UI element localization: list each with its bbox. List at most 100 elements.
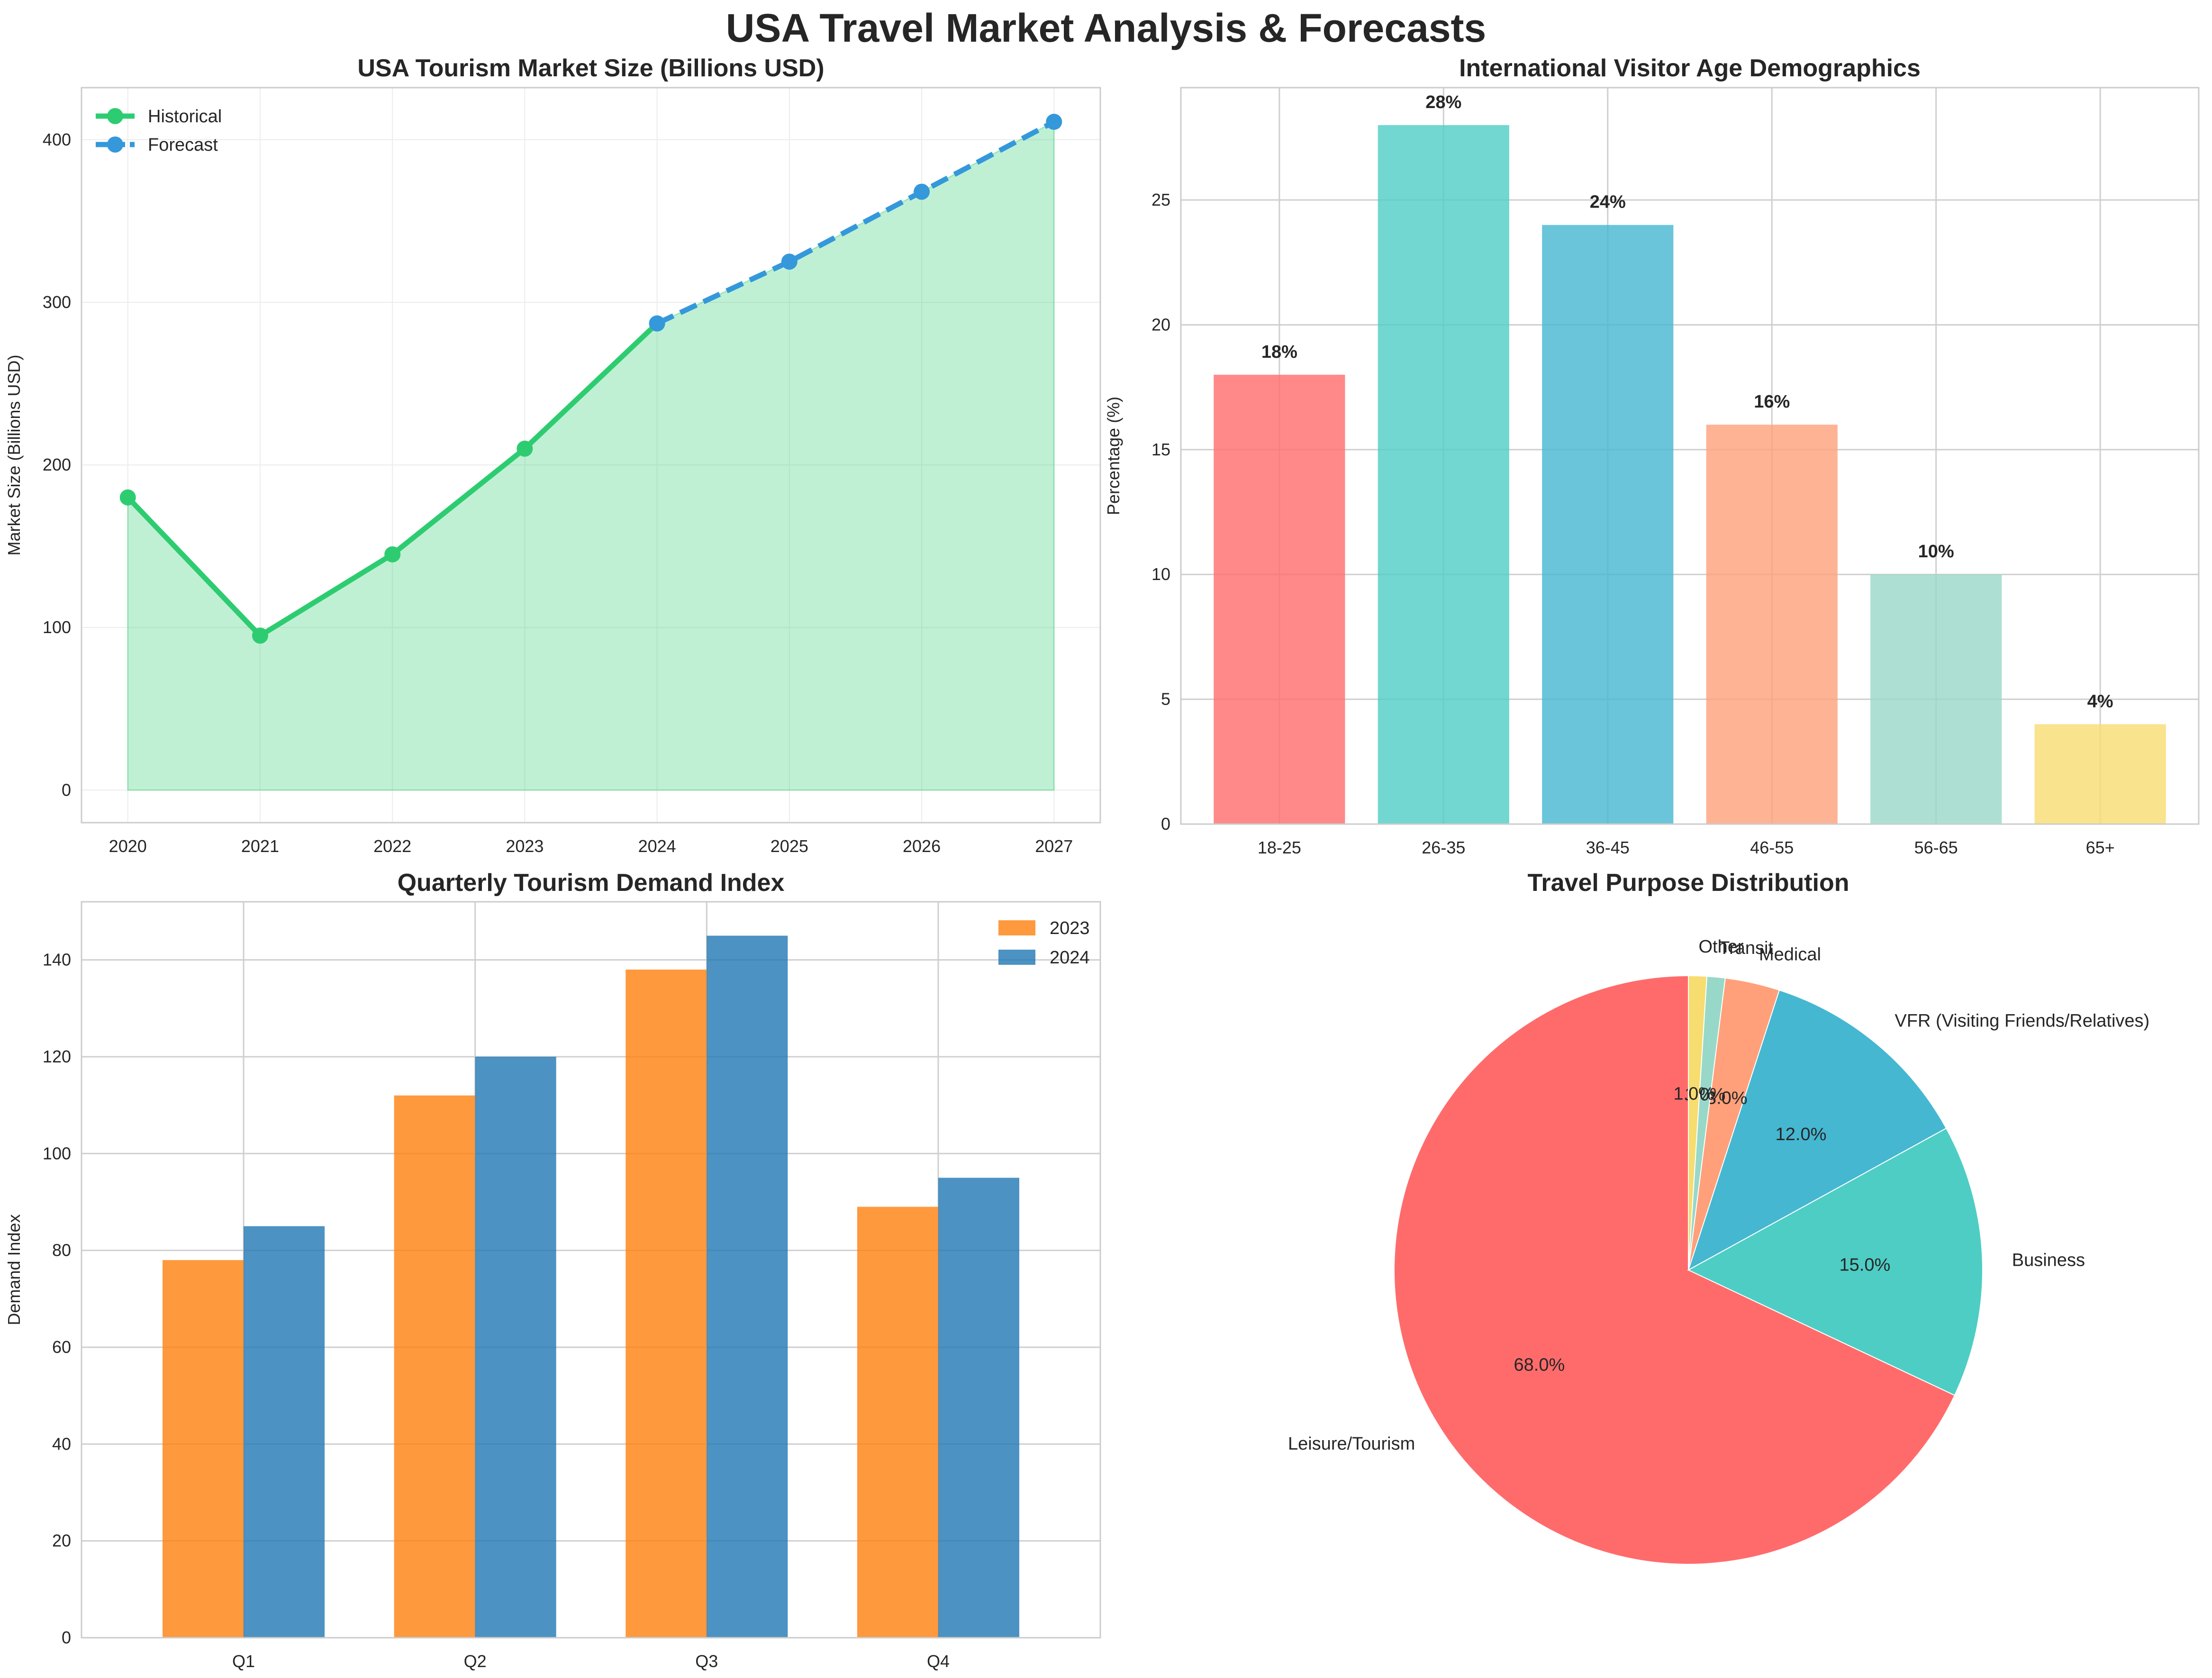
axes-frame [1180,87,2200,825]
y-tick-label: 25 [1151,190,1170,209]
legend-label: Historical [148,107,222,127]
slice-percent-label: 15.0% [1840,1255,1891,1275]
slice-label: Leisure/Tourism [1288,1434,1415,1454]
pie-slice [1687,989,1947,1271]
slice-label: VFR (Visiting Friends/Relatives) [1895,1011,2149,1031]
x-tick-label: Q4 [927,1651,950,1671]
slice-percent-label: 1.0% [1673,1084,1714,1104]
x-tick-label: 56-65 [1914,838,1958,857]
quarterly-demand-chart: 0 20 40 60 80 100 120 140 Q1 Q2 Q3 Q4 Quarterly Tour… [4,869,1101,1671]
y-tick-label: 20 [52,1531,71,1551]
y-tick-label: 80 [52,1241,71,1260]
forecast-line [656,119,1055,326]
x-tick-label: 2024 [638,836,676,856]
y-tick-label: 140 [43,950,71,970]
y-tick-label: 400 [43,130,71,149]
legend-label: 2024 [1050,948,1090,968]
legend-label: Forecast [148,135,218,155]
x-tick-label: 2026 [903,836,941,856]
bar-value-label: 16% [1754,392,1790,412]
x-tick-label: Q3 [695,1651,718,1671]
legend-label: 2023 [1050,918,1090,938]
travel-purpose-chart: Travel Purpose Distribution 68.0% Leisure/… [1288,869,2149,1565]
x-tick-label: Q1 [232,1651,255,1671]
y-axis-label: Percentage (%) [1104,397,1123,515]
chart-title: Travel Purpose Distribution [1527,869,1849,897]
bar-value-label: 24% [1590,192,1626,212]
y-tick-label: 200 [43,455,71,474]
x-tick-label: 18-25 [1258,838,1301,857]
bar-value-label: 28% [1425,92,1461,112]
age-demographics-chart: 0 5 10 15 20 25 18% 18-25 28% 26-35 24% 36-45 16% 46-… [1104,54,2200,857]
y-tick-label: 0 [1161,814,1170,834]
y-axis-label: Demand Index [4,1214,24,1325]
bar-value-label: 18% [1261,342,1297,362]
x-tick-label: 65+ [2086,838,2115,857]
x-tick-label: 36-45 [1586,838,1630,857]
bar-2024 [938,1178,1019,1638]
x-tick-label: 2020 [109,836,147,856]
age-bar [1706,425,1838,824]
y-tick-label: 60 [52,1337,71,1357]
bar-2023 [163,1260,244,1638]
legend-marker [107,108,123,124]
slice-label: Medical [1759,944,1821,964]
x-tick-label: 2023 [506,836,544,856]
forecast-point [1046,114,1062,130]
legend-swatch [998,950,1035,965]
y-tick-label: 5 [1161,689,1170,709]
plot-area [82,88,1100,823]
age-bar [1378,125,1509,824]
forecast-point [781,254,798,270]
y-tick-label: 10 [1151,564,1170,584]
historical-point [384,546,401,562]
slice-percent-label: 12.0% [1776,1125,1827,1144]
bar-2024 [475,1056,556,1638]
y-tick-label: 120 [43,1047,71,1066]
x-tick-label: 46-55 [1750,838,1794,857]
plot-area [1181,88,2199,824]
age-bar [1542,225,1674,825]
bar-value-label: 4% [2087,691,2113,711]
pie-slice [1688,975,1708,1270]
historical-point [517,440,533,457]
pie-slice [1687,1127,1983,1396]
slice-label: Other [1698,937,1743,957]
bar-2023 [626,970,707,1638]
slice-percent-label: 68.0% [1514,1355,1565,1375]
age-bar [1214,374,1345,824]
axes-frame [81,901,1101,1639]
y-tick-label: 0 [62,1628,71,1647]
chart-title: International Visitor Age Demographics [1459,54,1921,82]
x-tick-label: 2022 [373,836,411,856]
slice-percent-label: 3.0% [1706,1088,1748,1108]
y-axis-label: Market Size (Billions USD) [4,354,24,555]
age-bar [1870,574,2002,824]
chart-title: USA Tourism Market Size (Billions USD) [357,54,824,82]
bar-2024 [244,1226,325,1638]
y-tick-label: 100 [43,1143,71,1163]
legend-swatch [998,920,1035,935]
x-tick-label: 2027 [1035,836,1073,856]
chart-title: Quarterly Tourism Demand Index [398,869,785,897]
bar-2024 [707,935,788,1638]
y-tick-label: 100 [43,617,71,637]
bar-2023 [857,1206,938,1638]
x-tick-label: 2025 [771,836,808,856]
axes-frame [81,87,1101,824]
slice-label: Transit [1719,938,1773,958]
y-tick-label: 300 [43,292,71,312]
y-tick-label: 20 [1151,315,1170,334]
historical-point [252,627,268,644]
y-tick-label: 15 [1151,440,1170,459]
figure-title: USA Travel Market Analysis & Forecasts [726,6,1487,50]
age-bar [2034,724,2166,824]
slice-label: Business [2012,1251,2085,1270]
forecast-point [649,315,665,332]
bar-2023 [394,1095,475,1638]
market-size-chart: 0 100 200 300 400 2020 2021 2022 2023 2024 2025 202… [4,54,1101,856]
y-tick-label: 40 [52,1434,71,1453]
bar-value-label: 10% [1918,542,1954,562]
legend-marker [107,136,123,153]
